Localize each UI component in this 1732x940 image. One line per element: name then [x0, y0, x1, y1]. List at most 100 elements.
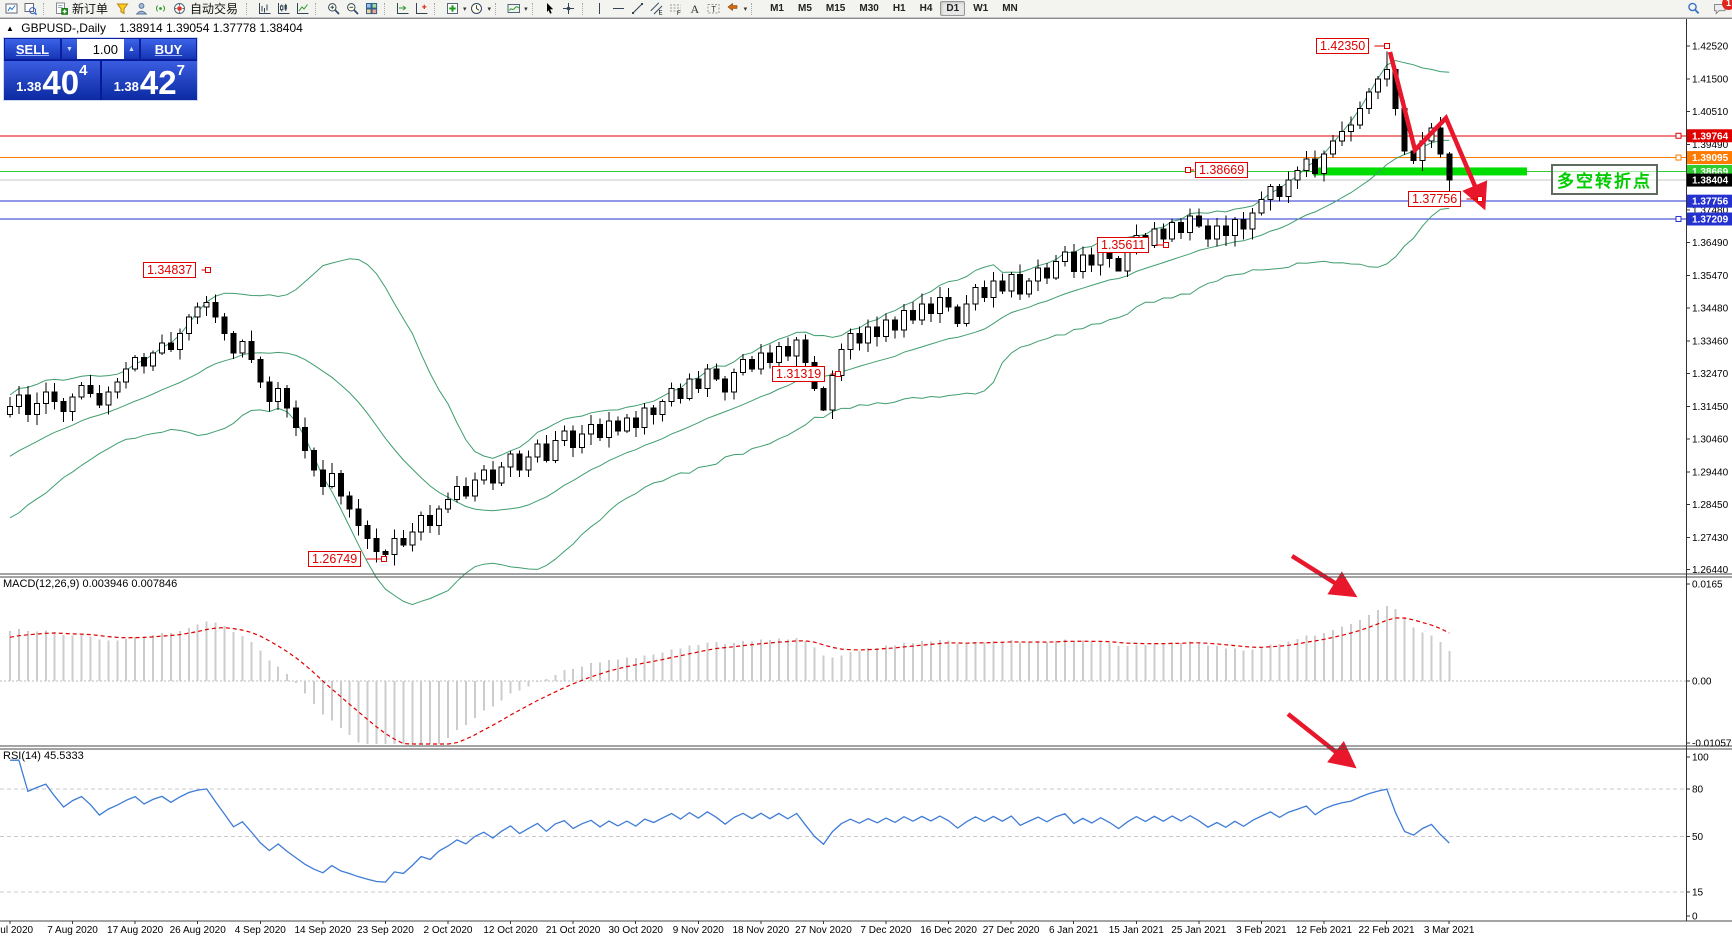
timeframe-m30-button[interactable]: M30 — [859, 3, 879, 14]
toolbar-separator — [43, 2, 48, 15]
price-tag — [1687, 212, 1732, 226]
sell-button[interactable]: SELL — [4, 38, 61, 60]
y-axis-tick: 1.39490 — [1692, 140, 1729, 151]
x-axis-date-label: 18 Nov 2020 — [732, 925, 789, 936]
y-axis-tick: 1.37480 — [1692, 206, 1729, 217]
buy-price-small: 1.38 — [113, 79, 139, 94]
y-axis-tick: 1.41500 — [1692, 75, 1729, 86]
buy-button[interactable]: BUY — [140, 38, 197, 60]
x-axis-date-label: 7 Aug 2020 — [47, 925, 98, 936]
rsi-line — [10, 759, 1450, 883]
periods-button-caret[interactable]: ▾ — [487, 5, 492, 13]
chart-window-button[interactable] — [2, 1, 20, 17]
x-axis-date-label: 9 Nov 2020 — [673, 925, 725, 936]
cursor-button[interactable] — [541, 1, 559, 17]
timeframe-d1-button[interactable]: D1 — [940, 1, 966, 16]
signals-button[interactable] — [151, 1, 169, 17]
price-tag — [1687, 129, 1732, 143]
indicators-button[interactable] — [443, 1, 461, 17]
new-order-button-label[interactable]: 新订单 — [72, 2, 109, 16]
price-annotation-label[interactable]: 1.38669 — [1195, 162, 1249, 178]
sell-price-quote[interactable]: 1.38 40 4 — [4, 61, 100, 100]
line-chart-button[interactable] — [293, 1, 311, 17]
arrows-button[interactable] — [724, 1, 742, 17]
price-annotation-label[interactable]: 1.31319 — [772, 366, 826, 382]
chat-icon[interactable]: 1 — [1710, 0, 1732, 17]
trendline-button[interactable] — [629, 1, 647, 17]
zoom-in-button[interactable] — [324, 1, 342, 17]
new-order-button[interactable] — [52, 1, 70, 17]
macd-histogram — [9, 605, 1451, 744]
price-annotation-label[interactable]: 1.42350 — [1316, 38, 1370, 54]
equidistant-channel-button[interactable]: E — [648, 1, 666, 17]
toolbar-separator — [434, 2, 439, 15]
price-annotation-label[interactable]: 1.35611 — [1097, 237, 1150, 253]
timeframe-m15-button[interactable]: M15 — [825, 3, 846, 14]
toolbar-separator — [495, 2, 500, 15]
timeframe-m1-button[interactable]: M1 — [770, 3, 784, 14]
chart-shift-button[interactable] — [412, 1, 430, 17]
svg-text:F: F — [677, 11, 681, 15]
vertical-line-button[interactable] — [591, 1, 609, 17]
templates-button-caret[interactable]: ▾ — [524, 5, 528, 13]
y-axis-tick: 1.36490 — [1692, 238, 1729, 249]
turning-point-annotation[interactable]: 多空转折点 — [1551, 164, 1658, 195]
rsi-indicator-label: RSI(14) 45.5333 — [3, 750, 84, 762]
timeframe-h4-button[interactable]: H4 — [919, 3, 933, 14]
volume-input[interactable]: 1.00 — [77, 39, 124, 59]
auto-trading-button-label[interactable]: 自动交易 — [190, 2, 239, 16]
text-label-button[interactable]: T — [705, 1, 723, 17]
templates-button[interactable] — [504, 1, 522, 17]
x-axis-date-label: 12 Feb 2021 — [1296, 925, 1353, 936]
volume-decrease-button[interactable]: ▼ — [62, 39, 77, 59]
text-button[interactable]: A — [686, 1, 704, 17]
price-annotation-label[interactable]: 1.37756 — [1408, 191, 1462, 207]
crosshair-button[interactable] — [560, 1, 578, 17]
x-axis-date-label: 14 Sep 2020 — [294, 925, 351, 936]
fibonacci-button[interactable]: F — [667, 1, 685, 17]
main-toolbar: 新订单 自动交易 ▾ ▾ ▾ E F A T ▾ M1 M5 M15 M30 H1 H4 D1 W1 MN 1 — [0, 0, 1732, 18]
x-axis-date-label: 23 Sep 2020 — [357, 925, 414, 936]
profile-button[interactable] — [132, 1, 150, 17]
toolbar-separator — [531, 2, 537, 15]
auto-scroll-button[interactable] — [393, 1, 411, 17]
alerts-button[interactable] — [113, 1, 131, 17]
search-icon[interactable] — [1684, 1, 1702, 17]
buy-price-quote[interactable]: 1.38 42 7 — [101, 61, 197, 100]
price-tag-value: 1.37209 — [1692, 214, 1729, 225]
arrows-button-caret[interactable]: ▾ — [743, 5, 748, 13]
periods-button[interactable] — [468, 1, 486, 17]
price-tag-value: 1.38669 — [1692, 167, 1729, 178]
timeframe-mn-button[interactable]: MN — [1002, 3, 1018, 14]
toolbar-items: 新订单 自动交易 ▾ ▾ ▾ E F A T ▾ — [2, 0, 759, 17]
toolbar-separator — [751, 2, 756, 15]
y-axis-tick: 1.31450 — [1692, 402, 1729, 413]
volume-increase-button[interactable]: ▲ — [124, 39, 139, 59]
bollinger-band-line — [9, 59, 1450, 459]
price-annotation-label[interactable]: 1.34837 — [143, 262, 197, 278]
market-watch-button[interactable] — [21, 1, 39, 17]
y-axis-tick: 1.29440 — [1692, 468, 1729, 479]
horizontal-line-button[interactable] — [610, 1, 628, 17]
tile-windows-button[interactable] — [362, 1, 380, 17]
y-axis-tick: 1.30460 — [1692, 434, 1729, 445]
indicators-button-caret[interactable]: ▾ — [463, 5, 467, 13]
timeframe-w1-button[interactable]: W1 — [973, 3, 989, 14]
rsi-axis-tick: 50 — [1692, 832, 1704, 843]
auto-trading-button[interactable] — [170, 1, 188, 17]
macd-axis-tick: 0.0165 — [1692, 579, 1723, 590]
price-annotation-label[interactable]: 1.26749 — [308, 551, 362, 567]
zoom-out-button[interactable] — [343, 1, 361, 17]
collapse-triangle-icon[interactable]: ▲ — [6, 24, 14, 33]
chart-ohlc-values: 1.38914 1.39054 1.37778 1.38404 — [119, 21, 303, 35]
toolbar-separator — [384, 2, 389, 15]
timeframe-h1-button[interactable]: H1 — [892, 3, 906, 14]
x-axis-date-label: 12 Oct 2020 — [483, 925, 538, 936]
candle-chart-button[interactable] — [274, 1, 292, 17]
price-tag-value: 1.38404 — [1692, 176, 1729, 187]
bar-chart-button[interactable] — [255, 1, 273, 17]
timeframe-m5-button[interactable]: M5 — [798, 3, 812, 14]
toolbar-separator — [315, 2, 320, 15]
toolbar-right-group: 1 — [1684, 0, 1732, 17]
